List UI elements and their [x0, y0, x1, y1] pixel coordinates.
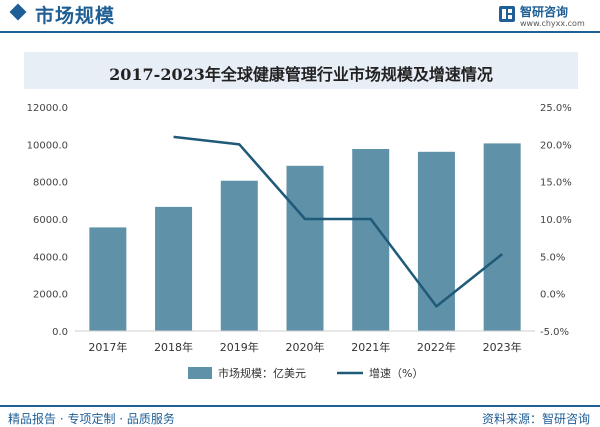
y-right-tick-label: -5.0%: [540, 327, 569, 338]
y-left-tick-label: 12000.0: [27, 103, 68, 114]
y-left-tick-label: 8000.0: [33, 178, 68, 189]
page-title: 市场规模: [35, 5, 116, 27]
y-right-tick-label: 20.0%: [540, 140, 572, 151]
y-left-tick-label: 2000.0: [33, 290, 68, 301]
bar: [155, 206, 193, 331]
brand-url[interactable]: www.chyxx.com: [520, 19, 585, 28]
bar: [352, 149, 390, 331]
header-divider: [0, 31, 600, 33]
y-right-tick-label: 0.0%: [540, 290, 565, 301]
footer-source: 资料来源：智研咨询: [481, 412, 590, 426]
y-right-tick-label: 10.0%: [540, 215, 572, 226]
footer-slogan: 精品报告 · 专项定制 · 品质服务: [8, 412, 175, 426]
header-diamond-icon: [9, 3, 27, 21]
brand-logo-icon: [499, 6, 515, 22]
x-tick-label: 2022年: [417, 340, 456, 354]
y-left-tick-label: 0.0: [52, 327, 68, 338]
page-footer: 精品报告 · 专项定制 · 品质服务 资料来源：智研咨询: [0, 405, 600, 427]
legend-label-bar: 市场规模：亿美元: [218, 366, 306, 380]
y-left-tick-label: 6000.0: [33, 215, 68, 226]
y-right-tick-label: 25.0%: [540, 103, 572, 114]
x-tick-label: 2018年: [154, 340, 193, 354]
page-header: 市场规模 智研咨询 www.chyxx.com: [0, 0, 600, 30]
y-left-tick-label: 4000.0: [33, 252, 68, 263]
legend-swatch-bar: [188, 367, 212, 379]
chart-title: 2017-2023年全球健康管理行业市场规模及增速情况: [109, 65, 493, 84]
brand[interactable]: 智研咨询 www.chyxx.com: [498, 3, 588, 33]
x-tick-label: 2019年: [220, 340, 259, 354]
legend-label-line: 增速（%）: [369, 366, 423, 380]
combo-chart: 12000.0 10000.0 8000.0 6000.0 4000.0 2000.0 0.…: [27, 103, 572, 380]
y-left-tick-label: 10000.0: [27, 140, 68, 151]
chart-title-banner: 2017-2023年全球健康管理行业市场规模及增速情况: [24, 52, 578, 89]
bar: [220, 180, 258, 331]
x-tick-label: 2021年: [351, 340, 390, 354]
footer-divider: [0, 405, 600, 407]
bar: [483, 143, 521, 331]
y-right-tick-label: 15.0%: [540, 178, 572, 189]
brand-name: 智研咨询: [520, 5, 569, 19]
x-tick-label: 2020年: [286, 340, 325, 354]
y-right-tick-label: 5.0%: [540, 252, 565, 263]
bar: [417, 151, 455, 331]
bar: [286, 165, 324, 331]
x-tick-label: 2023年: [483, 340, 522, 354]
bar: [89, 227, 127, 331]
growth-line: [173, 135, 503, 308]
x-tick-label: 2017年: [88, 340, 127, 354]
